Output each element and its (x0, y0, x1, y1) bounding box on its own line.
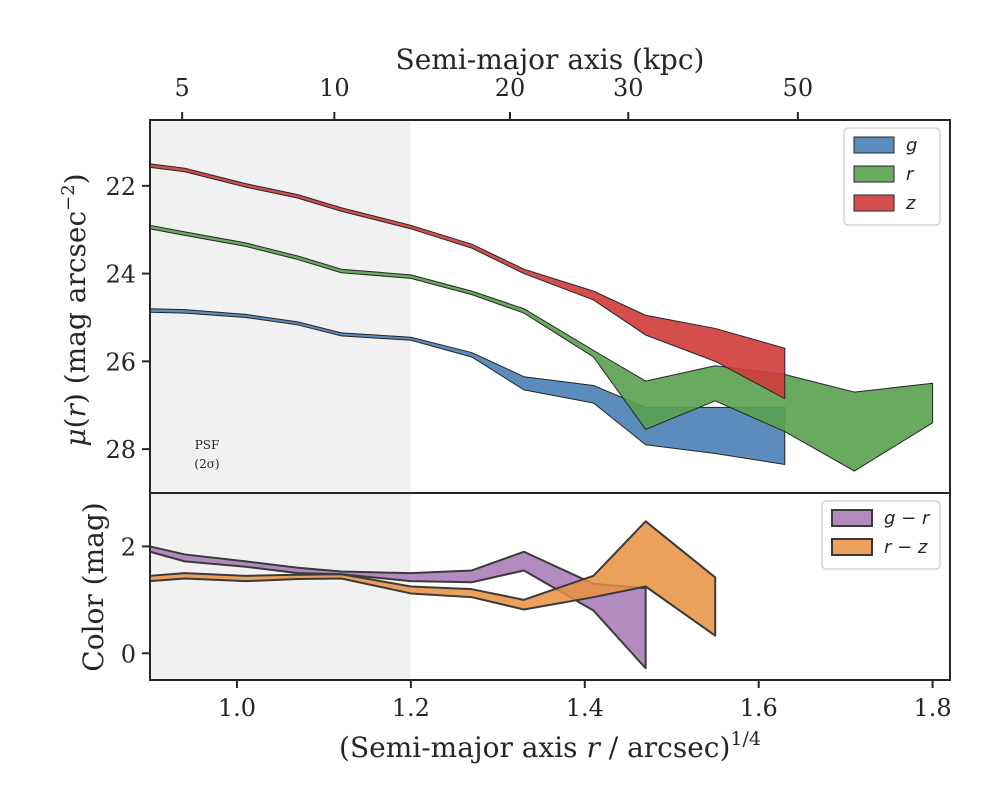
y-tick-label: 2 (121, 533, 136, 561)
psf-label-line1: PSF (195, 438, 220, 452)
psf-shaded-region (150, 493, 411, 680)
x-tick-label: 1.2 (392, 694, 430, 722)
legend-swatch (853, 194, 895, 212)
surface-brightness-panel: 22 24 26 28 5 10 20 30 50 PSF (2σ) grz Semi-majo… (58, 43, 951, 494)
legend-swatch (831, 509, 873, 527)
y-tick-label: 26 (105, 348, 136, 376)
top-x-axis-title: Semi-major axis (kpc) (396, 43, 705, 76)
x-tick-label: 1.0 (218, 694, 256, 722)
y-tick-label: 0 (121, 640, 136, 668)
bottom-y-axis-title: Color (mag) (77, 502, 110, 671)
top-x-tick-label: 20 (495, 74, 526, 102)
legend-label: g (906, 135, 917, 156)
x-tick-label: 1.4 (566, 694, 604, 722)
y-tick-label: 22 (105, 173, 136, 201)
legend-label: z (905, 193, 916, 214)
top-x-tick-label: 10 (319, 74, 350, 102)
bottom-panel-frame (149, 492, 951, 681)
band-mag-0 (149, 308, 786, 465)
bottom-x-axis-title: (Semi-major axis r / arcsec)1/4 (339, 728, 761, 764)
x-tick-label: 1.6 (740, 694, 778, 722)
y-tick-label: 24 (105, 261, 136, 289)
band-mag-1 (149, 224, 934, 472)
legend-swatch (853, 136, 895, 154)
color-panel: 0 2 1.0 1.2 1.4 1.6 1.8 g − r r − z Color (mag)… (77, 492, 952, 764)
legend-swatch (831, 538, 873, 556)
top-y-axis-title: μ(r) (mag arcsec−2) (58, 173, 92, 446)
psf-shaded-region (150, 120, 411, 493)
legend-label: g − r (884, 508, 931, 529)
x-tick-label: 1.8 (914, 694, 952, 722)
top-x-tick-label: 5 (175, 74, 190, 102)
band-color-0 (149, 545, 647, 670)
top-x-tick-label: 30 (613, 74, 644, 102)
top-x-tick-label: 50 (783, 74, 814, 102)
legend-label: r (906, 164, 915, 185)
y-tick-label: 28 (105, 436, 136, 464)
band-mag-2 (149, 163, 786, 400)
legend-swatch (853, 165, 895, 183)
psf-label-line2: (2σ) (194, 457, 219, 471)
legend-label: r − z (884, 537, 928, 558)
band-color-1 (149, 520, 717, 637)
